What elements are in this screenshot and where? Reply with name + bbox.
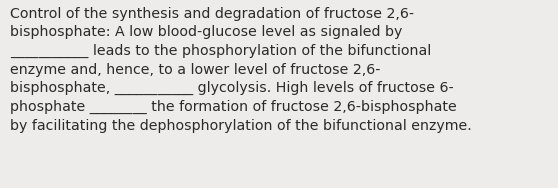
Text: Control of the synthesis and degradation of fructose 2,6-
bisphosphate: A low bl: Control of the synthesis and degradation… — [10, 7, 472, 133]
